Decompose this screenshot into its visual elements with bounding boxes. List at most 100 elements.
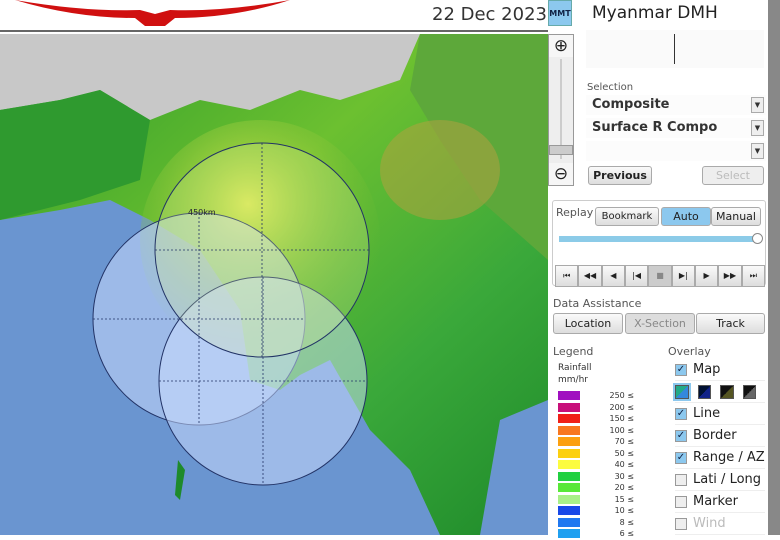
legend-item: 50 ≤ [558,448,634,460]
selection-dropdown-3[interactable]: ▼ [586,141,766,161]
legend-value: 40 ≤ [614,460,634,470]
map-style-dark-gray[interactable] [742,384,756,399]
zoom-out-icon[interactable]: ⊖ [549,163,573,185]
first-button[interactable]: ⏮ [555,265,579,287]
replay-group: Replay Bookmark Auto Manual ⏮ ◀◀ ◀ |◀ ■ ▶| ▶ ▶▶… [552,200,766,287]
legend-item: 150 ≤ [558,413,634,425]
legend-swatch [558,448,580,458]
select-button[interactable]: Select [702,166,764,185]
checkbox[interactable]: ✓ [675,363,687,376]
legend-item: 100 ≤ [558,425,634,437]
checkbox[interactable]: ✓ [675,407,687,420]
selection-label: Selection [587,82,634,93]
legend-swatch [558,402,580,412]
bookmark-button[interactable]: Bookmark [595,207,659,226]
legend-swatch [558,460,580,470]
eagle-logo [15,0,290,26]
zoom-handle[interactable] [549,145,573,155]
overlay-lati-long[interactable]: Lati / Long [675,469,765,491]
time-field[interactable] [365,2,425,28]
legend-item: 250 ≤ [558,390,634,402]
legend-item: 70 ≤ [558,436,634,448]
overlay-range-az[interactable]: ✓ Range / AZ [675,447,765,469]
legend-label: Legend [553,345,594,358]
overlay-map[interactable]: ✓ Map [675,359,765,381]
replay-timeline[interactable] [559,236,757,242]
overlay-label: Line [693,406,721,421]
track-button[interactable]: Track [696,313,765,334]
dropdown-arrow-icon: ▼ [751,97,764,113]
overlay-border[interactable]: ✓ Border [675,425,765,447]
overlay-line[interactable]: ✓ Line [675,403,765,425]
map-style-color[interactable] [673,382,691,401]
plateau-gray [0,34,420,120]
overlay-wind[interactable]: Wind [675,513,765,535]
legend-title: Rainfall mm/hr [558,363,592,385]
selection-dropdown-2[interactable]: Surface R Compo ▼ [586,118,766,138]
data-assistance-label: Data Assistance [553,297,642,310]
station-title: Myanmar DMH [592,3,718,23]
dropdown-arrow-icon: ▼ [751,120,764,136]
zoom-slider[interactable]: ⊕ ⊖ [548,34,574,186]
overlay-label: Overlay [668,345,711,358]
legend-value: 20 ≤ [614,483,634,493]
zoom-in-icon[interactable]: ⊕ [549,35,573,57]
legend-item: 40 ≤ [558,459,634,471]
scrollbar[interactable] [768,0,780,535]
legend-value: 8 ≤ [619,517,634,527]
legend-item: 6 ≤ [558,528,634,540]
checkbox[interactable] [675,495,687,508]
xsection-button[interactable]: X-Section [625,313,695,334]
back-button[interactable]: ◀ [601,265,625,287]
fast-back-button[interactable]: ◀◀ [578,265,602,287]
control-panel: Myanmar DMH Selection Composite ▼ Surface… [552,0,768,539]
map-style-dark-olive[interactable] [720,384,734,399]
legend-swatch [558,425,580,435]
overlay-label: Marker [693,494,738,509]
auto-button[interactable]: Auto [661,207,711,226]
timezone-button[interactable]: MMT [548,0,572,26]
legend-value: 200 ≤ [609,402,634,412]
legend-item: 30 ≤ [558,471,634,483]
last-button[interactable]: ⏭ [741,265,765,287]
checkbox[interactable] [675,473,687,486]
timeline-handle[interactable] [752,233,763,244]
legend-value: 6 ≤ [619,529,634,539]
replay-label: Replay [556,206,594,219]
step-back-button[interactable]: |◀ [624,265,649,287]
legend-value: 30 ≤ [614,471,634,481]
selection-dropdown-1[interactable]: Composite ▼ [586,95,766,115]
overlay-marker[interactable]: Marker [675,491,765,513]
legend-value: 250 ≤ [609,391,634,401]
stop-button[interactable]: ■ [648,265,672,287]
checkbox[interactable] [675,517,687,530]
play-button[interactable]: ▶ [694,265,719,287]
legend-swatch [558,529,580,539]
legend-swatch [558,517,580,527]
overlay-list: ✓ Map ✓ Line ✓ Border ✓ Range / AZ Lati / Long Ma… [673,359,765,535]
legend-item: 15 ≤ [558,494,634,506]
checkbox[interactable]: ✓ [675,451,687,464]
header-bar: 22 Dec 2023 [0,0,548,32]
map-style-dark-blue[interactable] [697,384,711,399]
legend-value: 15 ≤ [614,494,634,504]
manual-button[interactable]: Manual [711,207,761,226]
fast-forward-button[interactable]: ▶▶ [718,265,742,287]
overlay-label: Range / AZ [693,450,765,465]
legend-swatch [558,494,580,504]
legend-item: 10 ≤ [558,505,634,517]
step-forward-button[interactable]: ▶| [671,265,695,287]
overlay-label: Map [693,362,721,377]
legend-item: 20 ≤ [558,482,634,494]
previous-button[interactable]: Previous [588,166,652,185]
legend-value: 10 ≤ [614,506,634,516]
legend-value: 100 ≤ [609,425,634,435]
info-box [586,30,764,68]
map-style-options [673,381,765,403]
checkbox[interactable]: ✓ [675,429,687,442]
location-button[interactable]: Location [553,313,623,334]
rainfall-legend: 250 ≤200 ≤ 150 ≤100 ≤ 70 ≤50 ≤ 40 ≤30 ≤ 20 ≤… [558,390,634,540]
legend-swatch [558,483,580,493]
radar-map[interactable]: 450km [0,34,548,535]
legend-value: 50 ≤ [614,448,634,458]
